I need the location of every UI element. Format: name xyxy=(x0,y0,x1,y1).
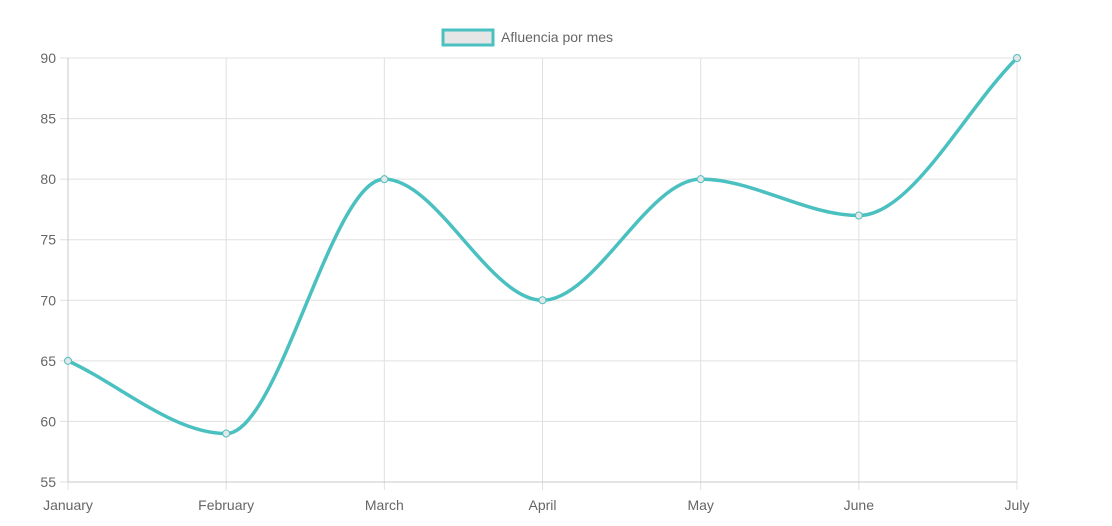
data-point[interactable] xyxy=(1013,54,1021,62)
x-tick-label: July xyxy=(1005,497,1030,513)
x-tick-label: March xyxy=(365,497,404,513)
x-tick-label: February xyxy=(198,497,254,513)
y-tick-label: 55 xyxy=(40,474,56,490)
y-tick-label: 85 xyxy=(40,111,56,127)
x-tick-label: June xyxy=(844,497,875,513)
data-point[interactable] xyxy=(64,356,72,365)
data-point[interactable] xyxy=(222,429,231,438)
data-point[interactable] xyxy=(380,175,389,184)
x-tick-label: January xyxy=(43,497,93,513)
x-tick-label: May xyxy=(687,497,713,513)
series-layer xyxy=(64,54,1021,438)
legend-label[interactable]: Afluencia por mes xyxy=(501,29,613,45)
axes: 90 85 80 75 70 65 60 55 January February March Apri… xyxy=(40,50,1029,513)
data-point[interactable] xyxy=(696,175,705,184)
data-point[interactable] xyxy=(538,296,547,305)
grid xyxy=(60,57,1018,490)
data-point[interactable] xyxy=(854,211,863,220)
y-tick-label: 70 xyxy=(40,292,56,308)
legend[interactable]: Afluencia por mes xyxy=(441,28,613,47)
y-tick-label: 65 xyxy=(40,353,56,369)
legend-swatch[interactable] xyxy=(441,28,495,47)
y-tick-label: 90 xyxy=(40,50,56,66)
y-tick-label: 75 xyxy=(40,232,56,248)
y-tick-label: 80 xyxy=(40,171,56,187)
x-tick-label: April xyxy=(528,497,556,513)
y-tick-label: 60 xyxy=(40,413,56,429)
